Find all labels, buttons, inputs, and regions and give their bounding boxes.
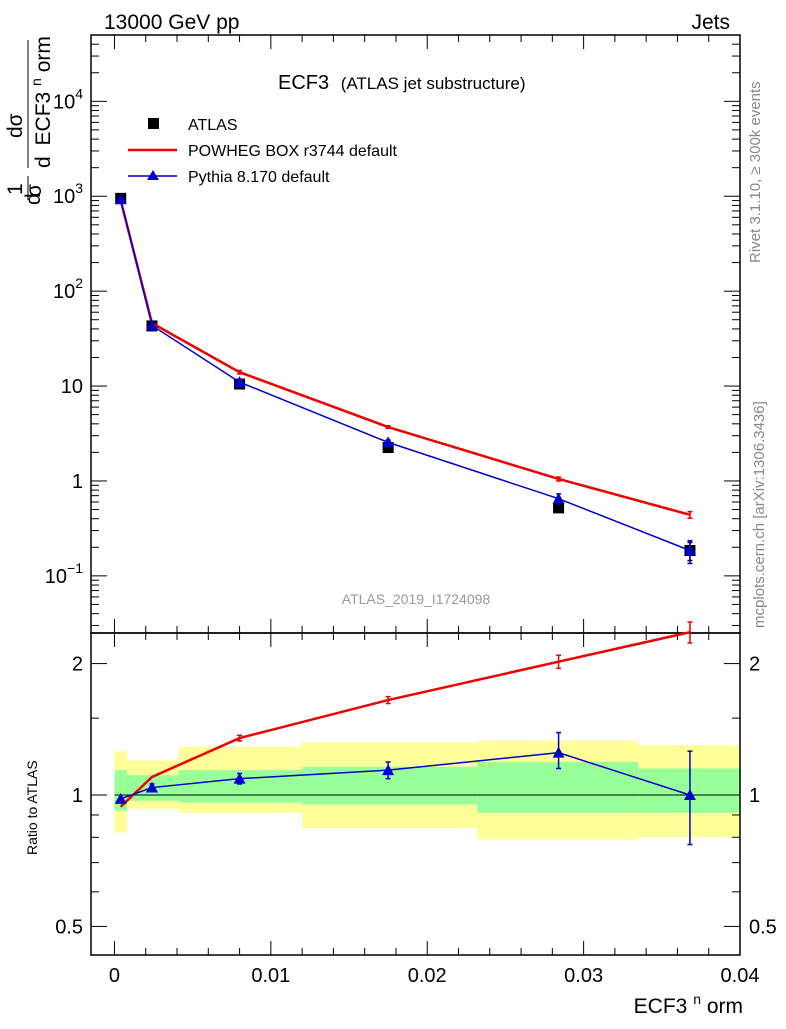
main-atlas-point-4 [553, 502, 565, 514]
xlabel-tail: orm [707, 995, 743, 1018]
chart-subtitle: (ATLAS jet substructure) [341, 74, 526, 93]
ylabel-deriv-bottom: d ECF3 n orm [23, 36, 55, 168]
x-tick-label-0: 0 [109, 965, 120, 987]
chart-title: ECF3 (ATLAS jet substructure) [278, 72, 526, 94]
main-pythia-point-0 [114, 193, 127, 205]
ratio-y-tick-label-left-1: 1 [72, 785, 83, 807]
ylabel-deriv-top: dσ [4, 113, 27, 138]
ratio-pythia-point-5 [683, 788, 696, 800]
main-powheg-line [119, 200, 691, 517]
ratio-band-inner-4 [477, 762, 639, 813]
main-pythia-point-1 [145, 319, 158, 331]
ratio-band-inner-0 [114, 770, 127, 811]
ratio-pythia-point-2 [233, 772, 246, 784]
main-atlas-point-3 [382, 442, 394, 454]
main-pythia-point-3 [382, 436, 395, 448]
main-y-tick-base-4: 10 [53, 186, 75, 208]
ratio-uncertainty-bands [114, 740, 740, 840]
ylabel-deriv-sup: n [28, 78, 44, 86]
main-y-axis-label: d 1 σ dσ d ECF3 n orm [4, 36, 55, 205]
legend-pythia-label: Pythia 8.170 default [188, 169, 330, 186]
main-y-tick-base-5: 10 [53, 91, 75, 113]
ratio-panel-frame [90, 632, 741, 956]
xlabel-sup: n [693, 991, 701, 1007]
ratio-y-tick-label-right-1: 1 [749, 785, 760, 807]
legend-pythia-marker [147, 170, 159, 180]
legend-atlas-marker [148, 118, 159, 129]
ratio-y-axis-label: Ratio to ATLAS [24, 760, 40, 855]
ratio-pythia-line [120, 751, 691, 800]
main-pythia-point-2 [233, 376, 246, 388]
x-tick-label-2: 0.02 [408, 965, 447, 987]
main-y-tick-exp-5: 4 [75, 85, 83, 101]
ratio-panel-series [114, 621, 696, 846]
ratio-y-tick-label-right-0: 0.5 [749, 916, 777, 938]
main-panel-series [114, 192, 696, 565]
mcplots-label: mcplots.cern.ch [arXiv:1306.3436] [751, 401, 768, 628]
ylabel-frac-top: 1 [4, 183, 27, 195]
ylabel-deriv-var: ECF3 [32, 92, 55, 146]
x-tick-label-3: 0.03 [564, 965, 603, 987]
chart-title-main: ECF3 [278, 72, 329, 94]
main-y-tick-exp-3: 2 [75, 275, 83, 291]
main-y-tick-label-5: 104 [53, 85, 83, 113]
ylabel-deriv-tail: orm [32, 36, 55, 72]
ratio-frame-rect [90, 632, 741, 956]
main-y-tick-exp-0: −1 [67, 560, 83, 576]
ylabel-deriv-d: d [32, 156, 55, 168]
x-tick-label-1: 0.01 [251, 965, 290, 987]
legend-atlas-label: ATLAS [188, 117, 238, 134]
legend: ATLAS POWHEG BOX r3744 default Pythia 8.… [128, 117, 398, 186]
main-y-tick-label-3: 102 [53, 275, 83, 303]
ratio-y-tick-label-right-2: 2 [749, 654, 760, 676]
x-axis-label: ECF3 n orm [634, 986, 743, 1018]
ratio-pythia-point-1 [145, 781, 158, 793]
ratio-y-tick-label-left-0: 0.5 [55, 916, 83, 938]
main-y-tick-label-1: 1 [72, 471, 83, 493]
ylabel-frac-bottom: σ [23, 184, 46, 197]
ratio-pythia-point-4 [552, 746, 565, 758]
header-jets-label: Jets [691, 11, 730, 34]
ratio-powheg-line [119, 630, 691, 808]
ylabel-frac-d: d [22, 193, 45, 205]
main-y-tick-base-0: 10 [45, 566, 67, 588]
ratio-panel-axes: 0 0.01 0.02 0.03 0.04 0.5 0.5 1 1 2 2 [55, 633, 777, 987]
legend-powheg-label: POWHEG BOX r3744 default [188, 143, 398, 160]
main-y-tick-label-0: 10−1 [45, 560, 83, 588]
header-energy-label: 13000 GeV pp [104, 11, 239, 34]
main-pythia-point-4 [552, 492, 565, 504]
main-y-tick-label-4: 103 [53, 180, 83, 208]
main-pythia-point-5 [683, 544, 696, 556]
analysis-watermark: ATLAS_2019_I1724098 [342, 591, 491, 607]
x-tick-label-4: 0.04 [721, 965, 760, 987]
rivet-label: Rivet 3.1.10, ≥ 300k events [747, 81, 764, 263]
ratio-pythia-point-3 [382, 764, 395, 776]
main-y-tick-base-3: 10 [53, 281, 75, 303]
main-y-tick-exp-4: 3 [75, 180, 83, 196]
main-pythia-line [119, 199, 691, 552]
ratio-pythia-point-0 [114, 792, 127, 804]
ratio-y-tick-label-left-2: 2 [72, 654, 83, 676]
xlabel-base: ECF3 [634, 995, 688, 1018]
main-y-tick-label-2: 10 [61, 376, 83, 398]
